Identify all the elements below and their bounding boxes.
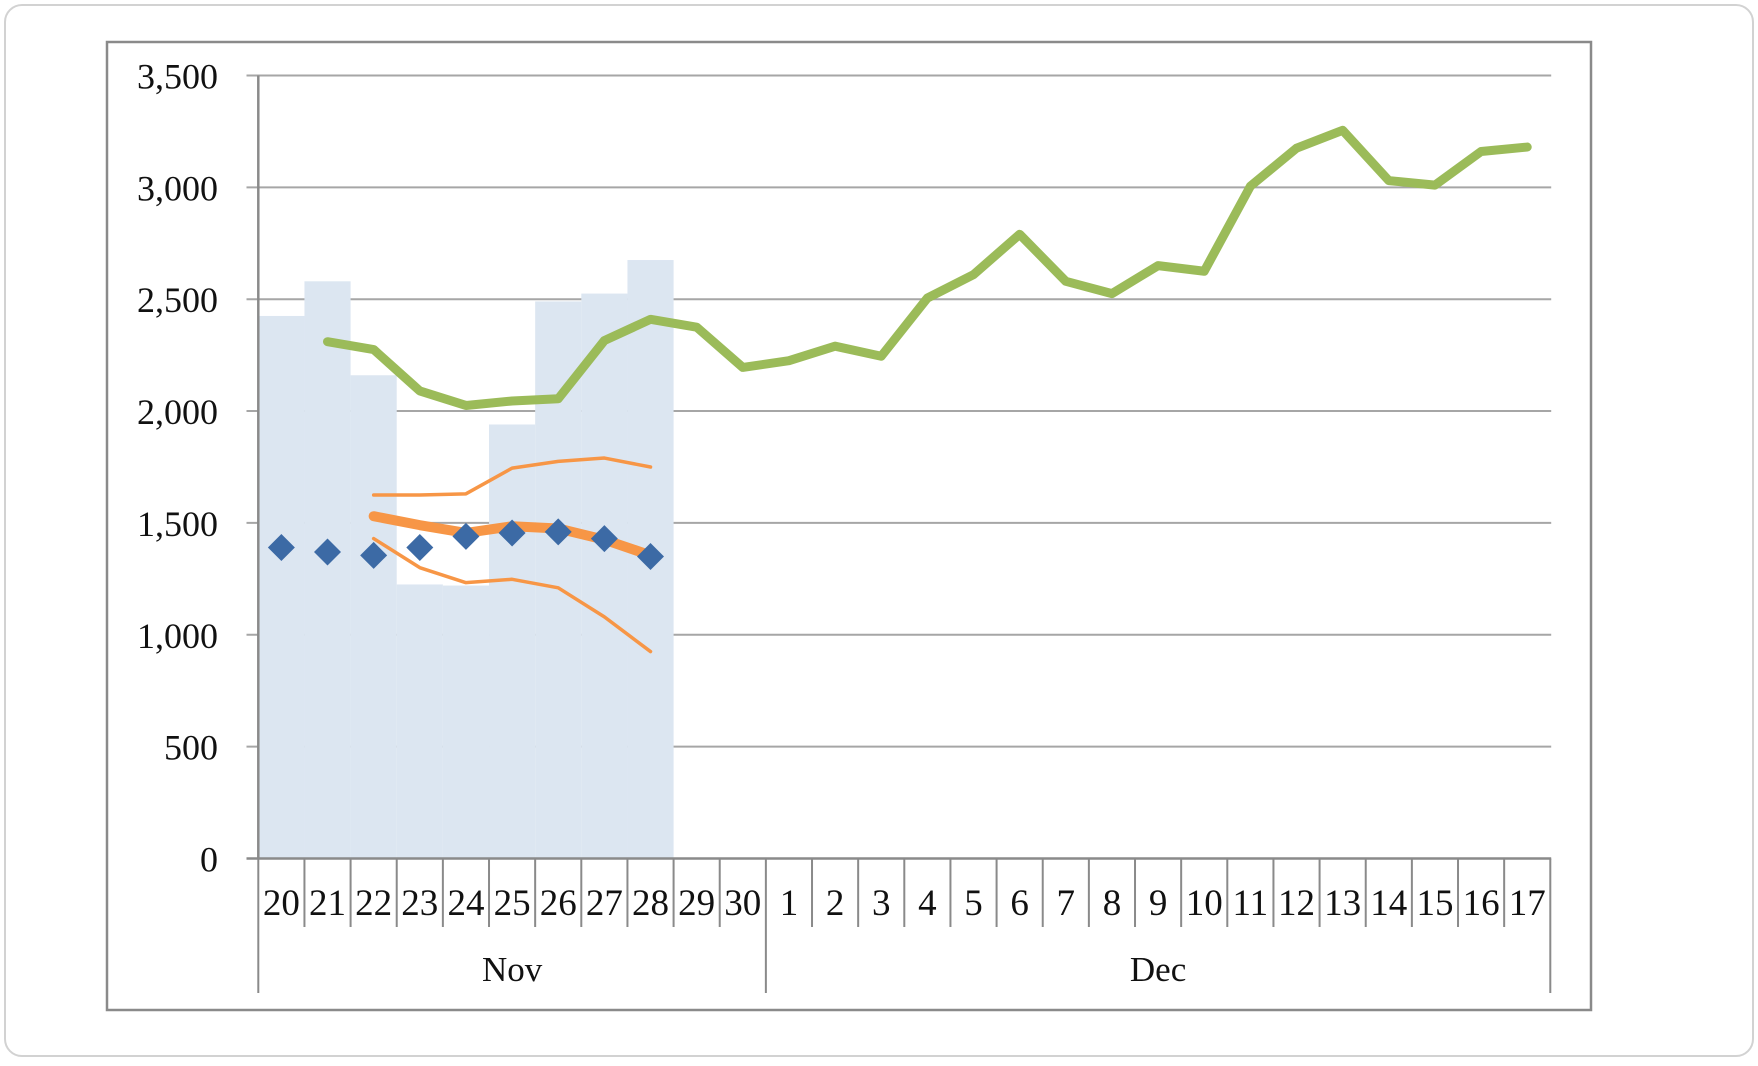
day-label: 11 (1233, 883, 1269, 924)
day-label: 16 (1463, 883, 1500, 924)
svg-text:2,000: 2,000 (137, 392, 218, 432)
bar (304, 281, 351, 859)
day-label: 7 (1057, 883, 1076, 924)
day-label: 13 (1324, 883, 1361, 924)
day-label: 14 (1370, 883, 1407, 924)
month-label: Dec (1130, 950, 1186, 989)
diamond-marker (314, 538, 342, 566)
svg-text:2,500: 2,500 (137, 280, 218, 320)
day-label: 15 (1416, 883, 1453, 924)
day-label: 3 (872, 883, 891, 924)
bar (581, 293, 628, 859)
day-label: 30 (724, 883, 761, 924)
day-label: 12 (1278, 883, 1315, 924)
day-label: 17 (1509, 883, 1546, 924)
svg-text:3,500: 3,500 (137, 56, 218, 96)
bar (258, 315, 305, 859)
day-label: 4 (918, 883, 937, 924)
day-label: 22 (355, 883, 392, 924)
day-label: 23 (401, 883, 438, 924)
diamond-marker (590, 525, 618, 553)
svg-text:1,500: 1,500 (137, 504, 218, 544)
day-label: 10 (1186, 883, 1223, 924)
day-label: 25 (494, 883, 531, 924)
day-label: 2 (826, 883, 845, 924)
diamond-marker (360, 541, 388, 569)
x-axis: 20 21 22 23 24 25 26 27 28 29 30 1 2 3 4 5 6 7 8 9 10 11 12 13 1… (257, 858, 1552, 993)
y-axis-labels: 0 500 1,000 1,500 2,000 2,500 3,000 3,500 (137, 56, 218, 879)
diamond-marker (452, 522, 480, 550)
diamond-marker (498, 519, 526, 547)
day-label: 26 (540, 883, 577, 924)
diamond-markers (267, 518, 665, 570)
month-label: Nov (482, 950, 543, 989)
svg-text:1,000: 1,000 (137, 616, 218, 656)
day-label: 28 (632, 883, 669, 924)
bar (442, 585, 490, 859)
diamond-marker (406, 534, 434, 562)
day-label: 29 (678, 883, 715, 924)
svg-text:500: 500 (164, 728, 218, 768)
day-label: 8 (1103, 883, 1122, 924)
day-label: 20 (263, 883, 300, 924)
bar-series (258, 260, 674, 859)
orange-lower-bound-line (371, 536, 653, 654)
day-label: 6 (1010, 883, 1029, 924)
orange-upper-bound-line (371, 456, 653, 497)
day-label: 1 (780, 883, 799, 924)
axes (246, 75, 1552, 860)
svg-text:0: 0 (200, 840, 218, 880)
day-label: 21 (309, 883, 346, 924)
day-label: 24 (447, 883, 484, 924)
bar (396, 584, 443, 859)
diamond-marker (637, 542, 665, 570)
bar (350, 375, 397, 859)
day-label: 9 (1149, 883, 1168, 924)
day-label: 27 (586, 883, 623, 924)
bar (489, 424, 536, 859)
svg-text:3,000: 3,000 (137, 168, 218, 208)
diamond-marker (267, 534, 295, 562)
diamond-marker (544, 518, 572, 546)
day-label: 5 (964, 883, 983, 924)
green-actual-line (323, 125, 1532, 410)
